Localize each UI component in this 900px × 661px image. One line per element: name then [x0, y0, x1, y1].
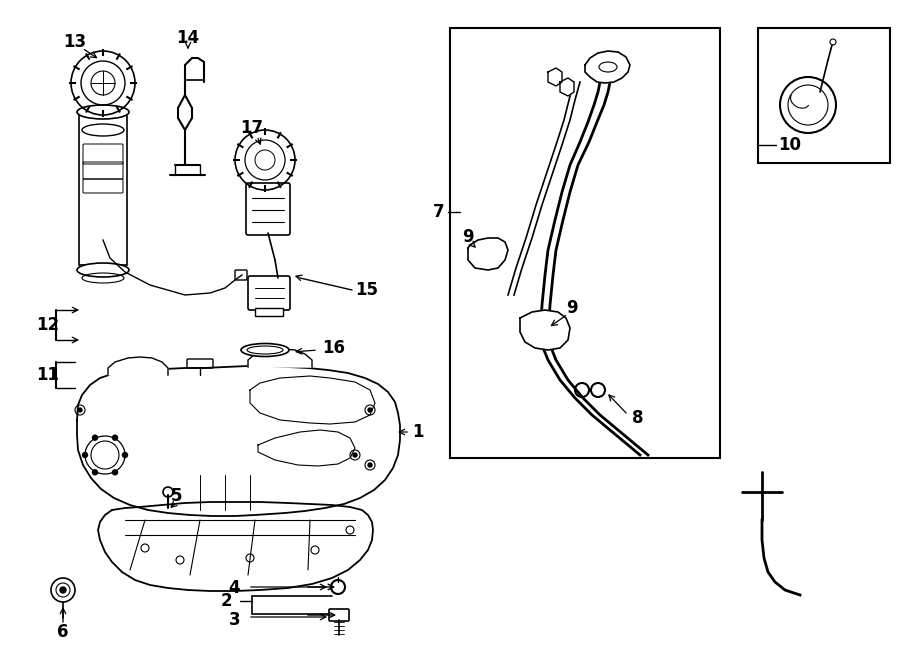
- Polygon shape: [585, 51, 630, 83]
- Text: 10: 10: [778, 136, 801, 154]
- Polygon shape: [98, 502, 373, 591]
- Text: 7: 7: [434, 203, 445, 221]
- Polygon shape: [250, 376, 375, 424]
- Text: 17: 17: [240, 119, 264, 137]
- Ellipse shape: [77, 105, 129, 119]
- Polygon shape: [77, 366, 400, 516]
- Ellipse shape: [82, 124, 124, 136]
- Text: 8: 8: [632, 409, 644, 427]
- Text: 13: 13: [63, 33, 86, 51]
- Text: 9: 9: [566, 299, 578, 317]
- Bar: [255, 308, 283, 316]
- Polygon shape: [108, 357, 168, 375]
- Polygon shape: [520, 310, 570, 350]
- FancyBboxPatch shape: [329, 609, 349, 621]
- Ellipse shape: [77, 263, 129, 277]
- Ellipse shape: [241, 344, 289, 356]
- Circle shape: [51, 578, 75, 602]
- Polygon shape: [548, 68, 562, 86]
- Bar: [79, 112, 127, 265]
- Text: 15: 15: [355, 281, 378, 299]
- Circle shape: [83, 453, 87, 457]
- Text: 1: 1: [412, 423, 424, 441]
- Circle shape: [780, 77, 836, 133]
- Text: 5: 5: [171, 487, 183, 505]
- Circle shape: [368, 408, 372, 412]
- Text: 9: 9: [463, 228, 473, 246]
- Circle shape: [93, 470, 97, 475]
- Circle shape: [112, 435, 118, 440]
- Circle shape: [122, 453, 128, 457]
- FancyBboxPatch shape: [248, 276, 290, 310]
- Text: 12: 12: [36, 316, 59, 334]
- Circle shape: [112, 470, 118, 475]
- FancyBboxPatch shape: [246, 183, 290, 235]
- Circle shape: [368, 463, 372, 467]
- Polygon shape: [560, 78, 574, 96]
- Text: 2: 2: [220, 592, 232, 610]
- Polygon shape: [468, 238, 508, 270]
- Text: 14: 14: [176, 29, 200, 47]
- Bar: [758, 28, 890, 163]
- Circle shape: [60, 587, 66, 593]
- Bar: [450, 28, 720, 458]
- Polygon shape: [248, 349, 312, 367]
- Polygon shape: [258, 430, 355, 466]
- Text: 16: 16: [322, 339, 345, 357]
- Text: 6: 6: [58, 623, 68, 641]
- Text: 4: 4: [229, 579, 240, 597]
- Text: 3: 3: [229, 611, 240, 629]
- Circle shape: [353, 453, 357, 457]
- Text: 11: 11: [37, 366, 59, 384]
- Circle shape: [78, 408, 82, 412]
- Circle shape: [93, 435, 97, 440]
